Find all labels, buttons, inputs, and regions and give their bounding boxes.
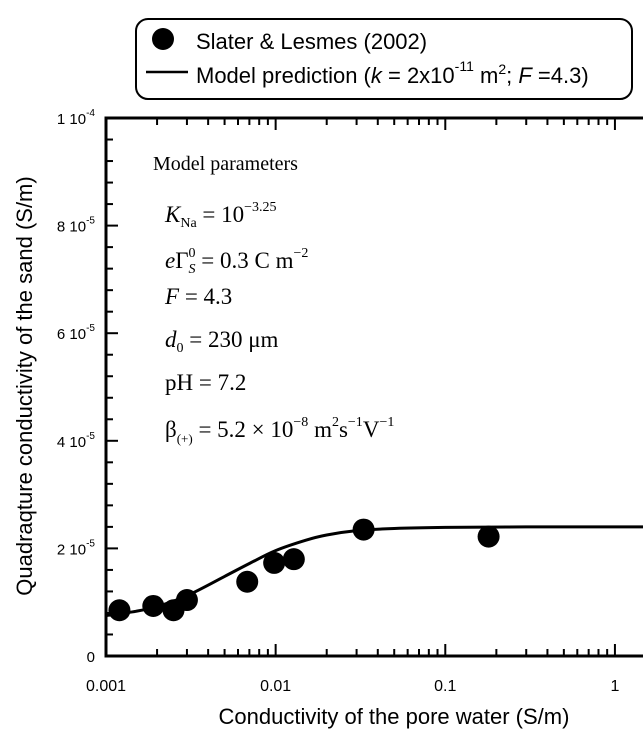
y-axis: 0 2 10-5 4 10-5 6 10-5 8 10-5 1 10-4	[57, 108, 118, 666]
data-point	[108, 599, 131, 622]
data-point	[236, 570, 259, 593]
y-tick-label: 1 10-4	[57, 108, 96, 128]
param-mobility: β(+) = 5.2 × 10−8 m2s−1V−1	[165, 415, 394, 446]
x-tick-label: 1	[610, 678, 619, 695]
parameters-heading: Model parameters	[153, 153, 298, 175]
param-k-na: KNa = 10−3.25	[164, 200, 277, 231]
y-tick-label: 8 10-5	[57, 216, 96, 236]
x-tick-label: 0.01	[260, 678, 291, 695]
x-axis: 0.001 0.01 0.1 1	[86, 118, 619, 695]
legend-frame	[135, 18, 633, 100]
legend-label-data: Slater & Lesmes (2002)	[196, 29, 427, 54]
y-axis-label: Quadraqture conductivity of the sand (S/…	[12, 176, 37, 595]
y-tick-label: 6 10-5	[57, 323, 96, 343]
y-tick-label: 2 10-5	[57, 538, 96, 558]
x-tick-label: 0.1	[434, 678, 456, 695]
data-point	[477, 525, 500, 548]
y-tick-label: 4 10-5	[57, 431, 96, 451]
data-point	[175, 589, 198, 612]
y-tick-label: 0	[87, 649, 95, 666]
param-surface-charge: eΓ0 S = 0.3 C m−2	[165, 246, 308, 277]
data-point	[352, 518, 375, 541]
param-grain-diameter: d0 = 230 μm	[165, 327, 279, 356]
x-axis-label: Conductivity of the pore water (S/m)	[219, 704, 570, 729]
data-point	[282, 548, 305, 571]
x-tick-label: 0.001	[86, 678, 126, 695]
data-points	[108, 518, 500, 622]
param-formation-factor: F = 4.3	[164, 284, 232, 309]
param-ph: pH = 7.2	[165, 370, 246, 395]
legend-label-model: Model prediction (k = 2x10-11 m2; F =4.3…	[196, 58, 589, 88]
legend-marker-data	[152, 28, 174, 50]
legend: Slater & Lesmes (2002) Model prediction …	[135, 18, 633, 100]
data-point	[263, 551, 286, 574]
model-parameters: Model parameters KNa = 10−3.25 eΓ0 S = 0.…	[153, 153, 394, 446]
data-point	[142, 594, 165, 617]
plot-frame	[104, 116, 643, 658]
